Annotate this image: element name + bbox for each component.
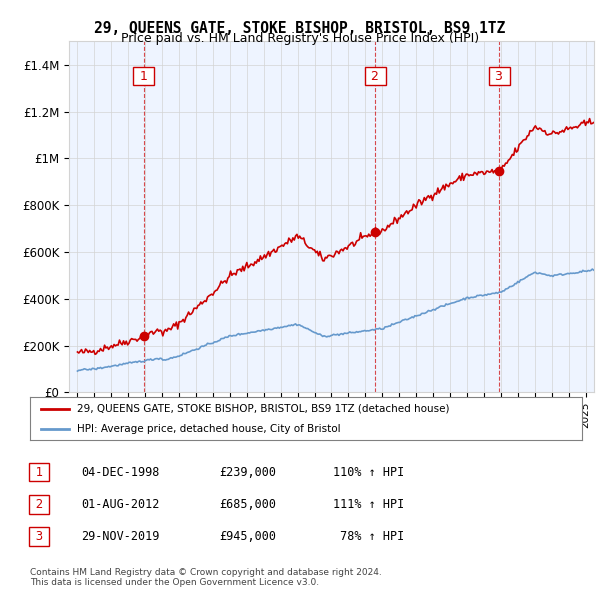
Text: £685,000: £685,000 bbox=[219, 498, 276, 511]
Text: Price paid vs. HM Land Registry's House Price Index (HPI): Price paid vs. HM Land Registry's House … bbox=[121, 32, 479, 45]
Text: £945,000: £945,000 bbox=[219, 530, 276, 543]
Text: HPI: Average price, detached house, City of Bristol: HPI: Average price, detached house, City… bbox=[77, 424, 341, 434]
Text: 111% ↑ HPI: 111% ↑ HPI bbox=[333, 498, 404, 511]
Text: 1: 1 bbox=[32, 466, 47, 478]
Text: 01-AUG-2012: 01-AUG-2012 bbox=[81, 498, 160, 511]
Text: This data is licensed under the Open Government Licence v3.0.: This data is licensed under the Open Gov… bbox=[30, 578, 319, 588]
Text: £239,000: £239,000 bbox=[219, 466, 276, 478]
Text: 110% ↑ HPI: 110% ↑ HPI bbox=[333, 466, 404, 478]
Text: 78% ↑ HPI: 78% ↑ HPI bbox=[333, 530, 404, 543]
Text: 2: 2 bbox=[367, 70, 383, 83]
Text: 2: 2 bbox=[32, 498, 47, 511]
Text: 1: 1 bbox=[136, 70, 152, 83]
Text: 3: 3 bbox=[32, 530, 46, 543]
Text: Contains HM Land Registry data © Crown copyright and database right 2024.: Contains HM Land Registry data © Crown c… bbox=[30, 568, 382, 577]
Text: 29, QUEENS GATE, STOKE BISHOP, BRISTOL, BS9 1TZ (detached house): 29, QUEENS GATE, STOKE BISHOP, BRISTOL, … bbox=[77, 404, 449, 414]
Text: 3: 3 bbox=[491, 70, 507, 83]
Text: 04-DEC-1998: 04-DEC-1998 bbox=[81, 466, 160, 478]
Text: 29, QUEENS GATE, STOKE BISHOP, BRISTOL, BS9 1TZ: 29, QUEENS GATE, STOKE BISHOP, BRISTOL, … bbox=[94, 21, 506, 35]
Text: 29-NOV-2019: 29-NOV-2019 bbox=[81, 530, 160, 543]
